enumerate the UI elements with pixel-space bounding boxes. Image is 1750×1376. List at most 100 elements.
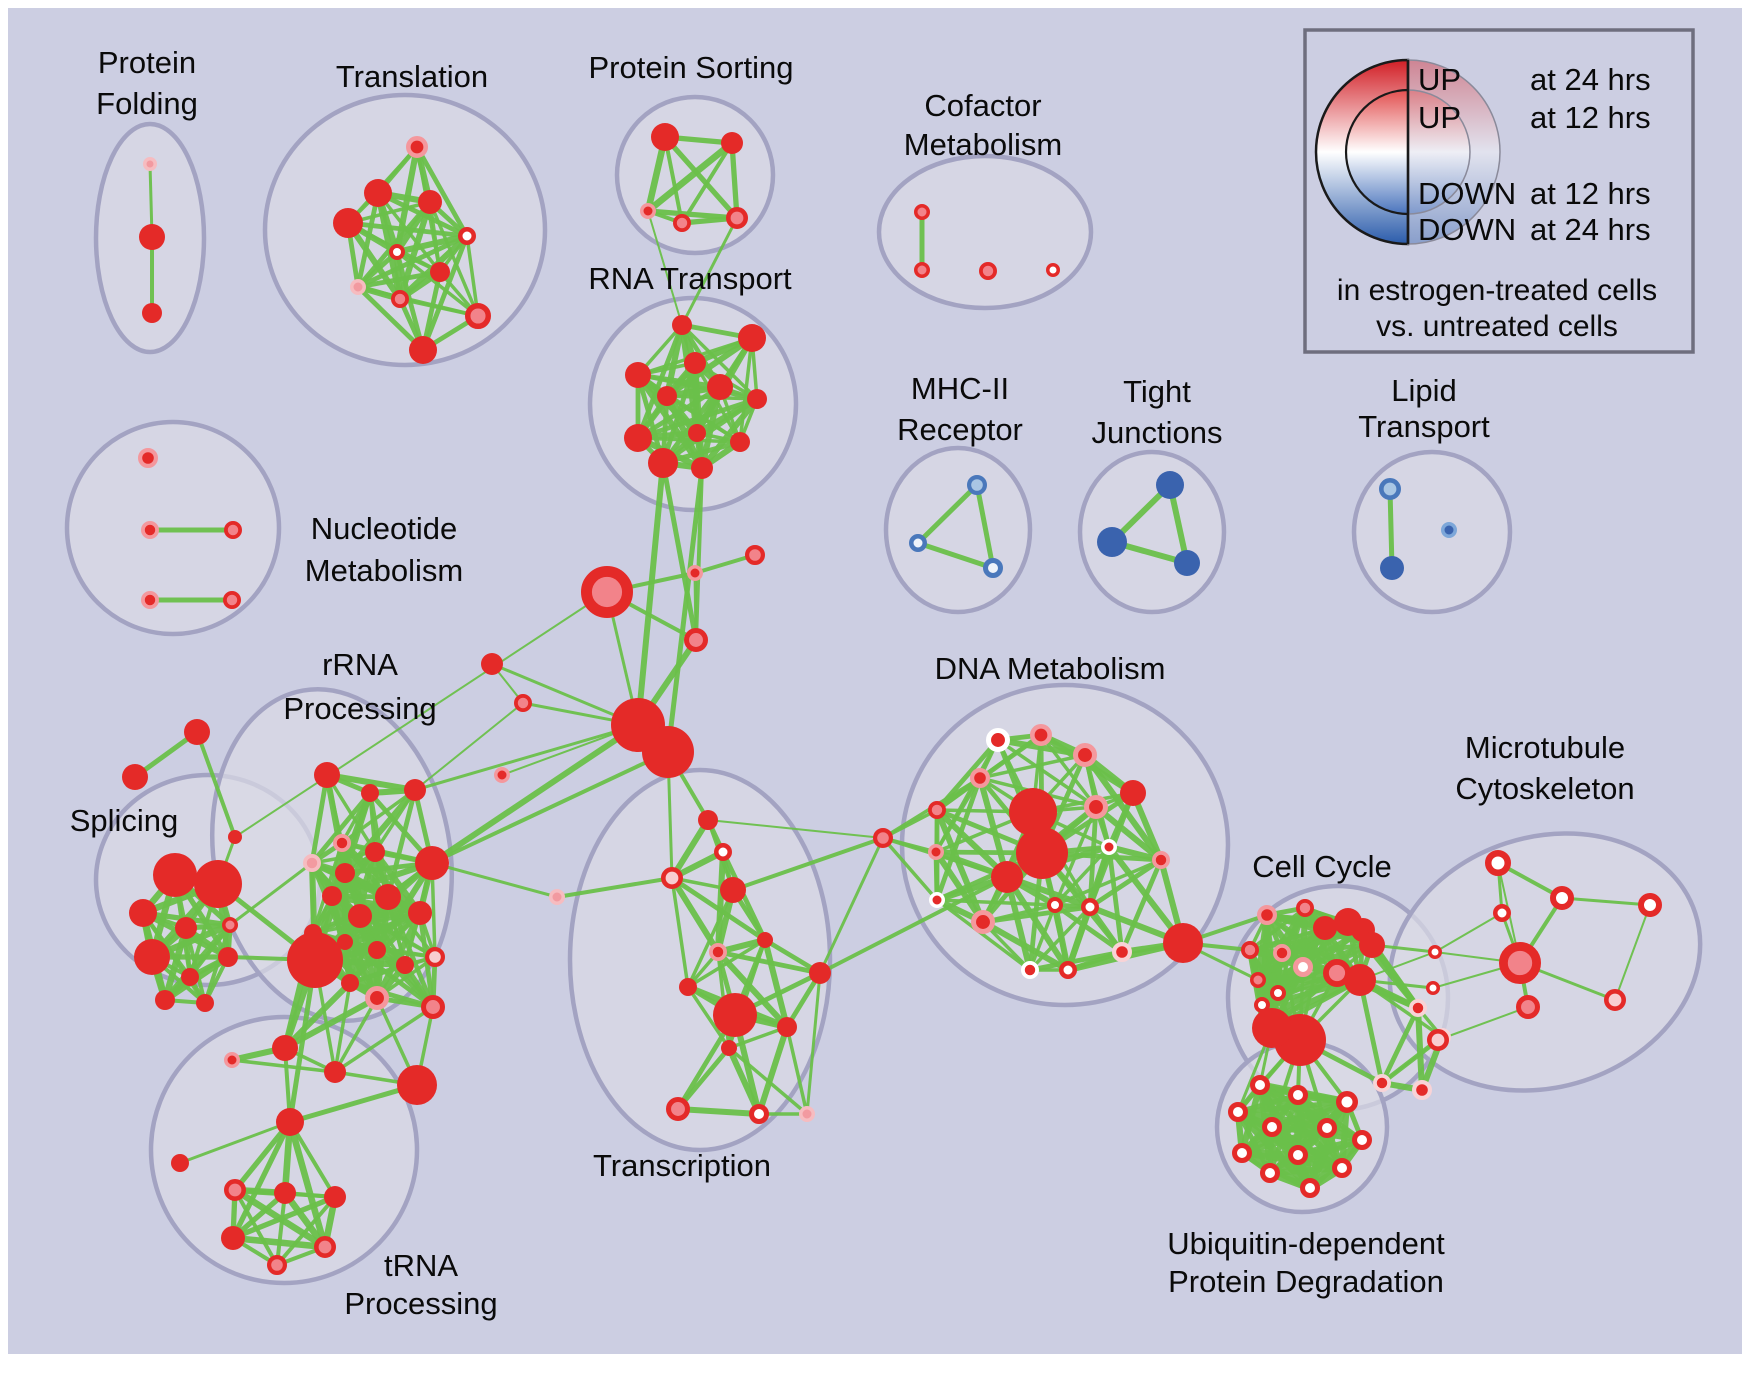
gene-set-node xyxy=(581,566,634,619)
gene-set-node xyxy=(1427,1029,1450,1052)
gene-set-node xyxy=(679,978,697,996)
gene-set-node xyxy=(1228,1102,1248,1122)
gene-set-node xyxy=(721,1040,737,1056)
gene-set-node xyxy=(303,854,322,873)
network-nodes xyxy=(122,123,1662,1275)
gene-set-node xyxy=(143,157,157,171)
legend-time-label: at 12 hrs xyxy=(1530,176,1651,211)
gene-set-node xyxy=(1293,957,1313,977)
gene-set-node xyxy=(725,206,748,229)
gene-set-node xyxy=(1516,995,1541,1020)
cluster-label-transcription: Transcription xyxy=(593,1148,771,1183)
legend-time-label: at 12 hrs xyxy=(1530,100,1651,135)
gene-set-node xyxy=(1313,916,1337,940)
gene-set-node xyxy=(333,834,352,853)
gene-set-node xyxy=(687,565,703,581)
gene-set-node xyxy=(660,866,683,889)
gene-set-node xyxy=(364,179,392,207)
gene-set-node xyxy=(375,884,401,910)
gene-set-node xyxy=(287,932,343,988)
gene-set-node xyxy=(514,694,533,713)
gene-set-node xyxy=(122,764,148,790)
gene-set-node xyxy=(747,389,767,409)
gene-set-node xyxy=(333,208,363,238)
gene-set-node xyxy=(405,135,428,158)
cluster-label-protein-sorting: Protein Sorting xyxy=(588,50,793,85)
gene-set-node xyxy=(914,204,930,220)
cluster-ellipse xyxy=(1351,449,1513,615)
gene-set-node xyxy=(714,843,732,861)
gene-set-node xyxy=(698,810,718,830)
gene-set-node xyxy=(1317,1118,1337,1138)
gene-set-node xyxy=(991,861,1023,893)
gene-set-node xyxy=(223,1179,246,1202)
legend-footer-text: vs. untreated cells xyxy=(1376,310,1618,343)
gene-set-node xyxy=(1260,1163,1280,1183)
cluster-label-cell-cycle: Cell Cycle xyxy=(1252,849,1392,884)
gene-set-node xyxy=(720,877,746,903)
gene-set-node xyxy=(1359,932,1385,958)
gene-set-node xyxy=(361,784,379,802)
gene-set-node xyxy=(1097,527,1127,557)
gene-set-node xyxy=(224,1052,240,1068)
gene-set-node xyxy=(368,941,386,959)
gene-set-node xyxy=(396,956,414,974)
cluster-label-dna-metabolism: DNA Metabolism xyxy=(935,651,1166,686)
gene-set-node xyxy=(640,203,656,219)
gene-set-node xyxy=(140,521,159,540)
gene-set-node xyxy=(1073,743,1098,768)
gene-set-node xyxy=(709,943,728,962)
legend: UP at 24 hrs UP at 12 hrs DOWN at 12 hrs DOWN a… xyxy=(1303,28,1695,354)
legend-node-glyph xyxy=(1344,88,1410,216)
cluster-ellipse xyxy=(876,153,1094,311)
cluster-label-trna-processing: tRNA Processing xyxy=(344,1248,497,1321)
gene-set-node xyxy=(184,719,210,745)
cluster-label-lipid-transport: Lipid Transport xyxy=(1358,373,1490,444)
gene-set-node xyxy=(365,842,385,862)
gene-set-node xyxy=(1638,893,1662,917)
gene-set-node xyxy=(1156,471,1184,499)
cluster-label-microtubule-cytoskeleton: Microtubule Cytoskeleton xyxy=(1455,730,1634,806)
gene-set-node xyxy=(222,591,241,610)
gene-set-node xyxy=(983,558,1003,578)
gene-set-node xyxy=(969,767,990,788)
gene-set-node xyxy=(872,827,893,848)
cluster-label-splicing: Splicing xyxy=(70,803,179,838)
gene-set-node xyxy=(274,1182,296,1204)
gene-set-node xyxy=(1084,795,1109,820)
cluster-ellipse xyxy=(883,445,1033,615)
gene-set-node xyxy=(929,892,945,908)
gene-set-node xyxy=(155,990,175,1010)
gene-set-node xyxy=(1111,941,1132,962)
gene-set-node xyxy=(1373,1074,1392,1093)
gene-set-node xyxy=(1256,904,1277,925)
gene-set-node xyxy=(1270,985,1286,1001)
gene-set-node xyxy=(481,653,503,675)
gene-set-node xyxy=(494,767,510,783)
gene-set-node xyxy=(672,315,692,335)
gene-set-node xyxy=(1352,1130,1372,1150)
gene-set-node xyxy=(314,762,340,788)
gene-set-node xyxy=(1288,1085,1308,1105)
gene-set-node xyxy=(684,352,706,374)
gene-set-node xyxy=(322,886,342,906)
gene-set-node xyxy=(749,1104,769,1124)
gene-set-node xyxy=(1250,1075,1270,1095)
gene-set-node xyxy=(1604,988,1627,1011)
cluster-label-translation: Translation xyxy=(336,59,488,94)
gene-set-node xyxy=(1426,981,1440,995)
gene-set-node xyxy=(134,939,170,975)
gene-set-node xyxy=(341,974,359,992)
gene-set-node xyxy=(1250,972,1266,988)
gene-set-node xyxy=(625,362,651,388)
gene-set-node xyxy=(707,374,733,400)
gene-set-node xyxy=(171,1154,189,1172)
gene-set-node xyxy=(1016,827,1068,879)
legend-node-glyph xyxy=(1407,89,1471,215)
legend-time-label: at 24 hrs xyxy=(1530,62,1651,97)
gene-set-node xyxy=(1262,1117,1282,1137)
gene-set-node xyxy=(721,132,743,154)
gene-set-node xyxy=(979,262,998,281)
gene-set-node xyxy=(391,290,410,309)
